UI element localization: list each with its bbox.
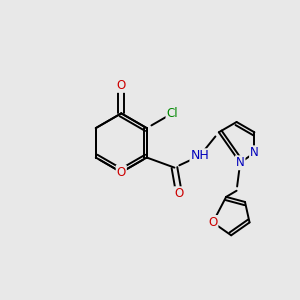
Text: N: N	[250, 146, 259, 159]
Text: O: O	[117, 79, 126, 92]
Text: NH: NH	[190, 149, 209, 162]
Text: O: O	[208, 216, 218, 229]
Text: O: O	[117, 166, 126, 179]
Text: N: N	[236, 156, 244, 169]
Text: Cl: Cl	[167, 107, 178, 120]
Text: O: O	[174, 187, 184, 200]
